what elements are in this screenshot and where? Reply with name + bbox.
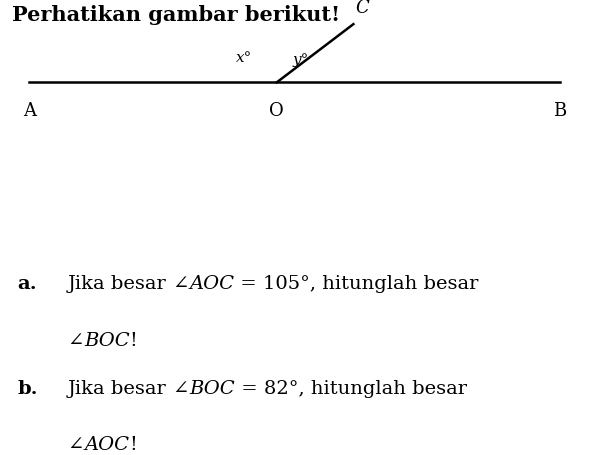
- Text: C: C: [355, 0, 369, 17]
- Text: x°: x°: [236, 51, 253, 65]
- Text: a.: a.: [18, 275, 37, 293]
- Text: BOC: BOC: [84, 331, 130, 349]
- Text: !: !: [130, 331, 137, 349]
- Text: ∠: ∠: [68, 331, 84, 349]
- Text: ∠: ∠: [173, 275, 189, 293]
- Text: A: A: [23, 101, 36, 120]
- Text: BOC: BOC: [189, 379, 235, 397]
- Text: B: B: [553, 101, 566, 120]
- Text: = 82°, hitunglah besar: = 82°, hitunglah besar: [235, 379, 466, 397]
- Text: Perhatikan gambar berikut!: Perhatikan gambar berikut!: [12, 5, 340, 25]
- Text: Jika besar: Jika besar: [68, 275, 173, 293]
- Text: = 105°, hitunglah besar: = 105°, hitunglah besar: [234, 275, 478, 293]
- Text: Jika besar: Jika besar: [68, 379, 173, 397]
- Text: !: !: [129, 435, 137, 453]
- Text: AOC: AOC: [84, 435, 129, 453]
- Text: O: O: [269, 101, 284, 120]
- Text: AOC: AOC: [189, 275, 234, 293]
- Text: ∠: ∠: [173, 379, 189, 397]
- Text: ∠: ∠: [68, 435, 84, 453]
- Text: b.: b.: [18, 379, 38, 397]
- Text: y°: y°: [292, 53, 309, 67]
